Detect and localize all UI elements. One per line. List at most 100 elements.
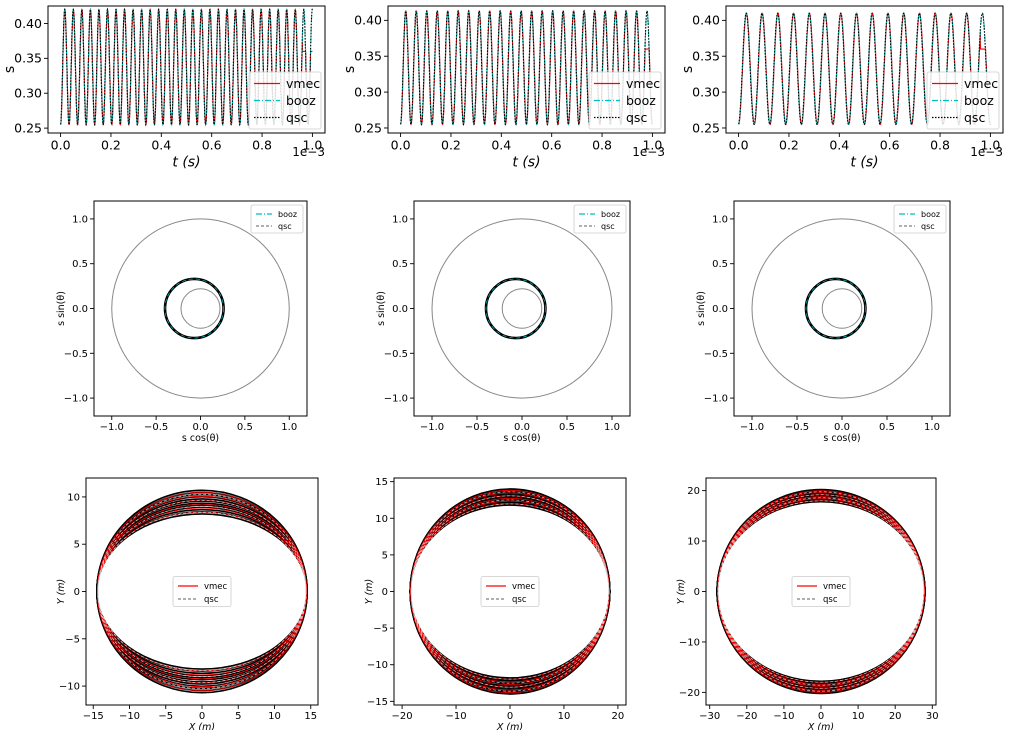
x-axis-label: t (s): [850, 155, 878, 171]
x-tick-label: −10: [773, 711, 794, 722]
panel-r3c3: −30 −20 −10 0 10 20 30 −20 −10 0 10 20 X (m) Y (m) vme…: [676, 477, 939, 733]
legend-label-qsc: qsc: [626, 110, 647, 125]
x-tick-label: 0.0: [193, 422, 209, 433]
panel-r3c1: −15 −10 −5 0 5 10 15 −10 −5 0 5 10 X (m) Y (m) vmec qsc: [56, 477, 319, 733]
plot-area: [96, 489, 308, 694]
legend-label-booz: booz: [278, 210, 297, 219]
y-tick-label: 0.35: [14, 51, 42, 66]
y-tick-label: 0.40: [14, 16, 42, 31]
plot-area: [716, 488, 926, 695]
legend: vmec qsc: [791, 576, 851, 607]
x-tick-label: −15: [83, 711, 104, 722]
x-tick-label: 0.4: [151, 138, 171, 153]
plot-area: [751, 218, 933, 399]
y-tick-label: −5: [373, 624, 388, 635]
y-axis-label: s: [2, 66, 18, 73]
y-tick-label: 20: [687, 486, 700, 497]
orbit-ring-black: [716, 488, 926, 695]
legend-box: [926, 71, 1000, 130]
y-tick-label: 0.30: [354, 84, 382, 99]
x-tick-label: 1.0: [281, 422, 297, 433]
series-line-qsc: [738, 12, 991, 126]
orbit-ring-black: [96, 489, 308, 694]
y-tick-label: 1.0: [392, 214, 408, 225]
y-tick-label: 0: [74, 587, 80, 598]
x-tick-label: 0.5: [559, 422, 575, 433]
orbit-booz: [485, 278, 546, 339]
x-tick-label: 0: [507, 711, 513, 722]
legend-label-vmec: vmec: [823, 582, 847, 592]
axes-frame: [47, 5, 326, 134]
plot-area: [431, 218, 613, 399]
x-axis-label: X (m): [496, 722, 523, 730]
panel-r2c2: −1.0 −0.5 0.0 0.5 1.0 −1.0 −0.5 0.0 0.5 1.0 s cos(…: [376, 200, 631, 444]
y-tick-label: −1.0: [384, 394, 408, 405]
y-axis-label: Y (m): [676, 579, 687, 605]
legend-label-booz: booz: [286, 93, 316, 108]
x-tick-label: 0.6: [542, 138, 562, 153]
y-tick-label: 0.40: [354, 13, 382, 28]
legend-label-qsc: qsc: [921, 222, 935, 231]
x-tick-label: −0.5: [465, 422, 489, 433]
legend-label-vmec: vmec: [512, 582, 536, 592]
y-tick-label: 10: [375, 514, 388, 525]
legend: booz qsc: [250, 204, 304, 234]
x-tick-label: 5: [235, 711, 241, 722]
axis-offset-text: 1e−3: [632, 145, 665, 159]
x-tick-label: 1.0: [604, 422, 620, 433]
legend-label-vmec: vmec: [286, 76, 320, 91]
x-tick-label: 0.8: [930, 138, 950, 153]
orbit-ring-black: [409, 488, 611, 695]
y-tick-label: 10: [67, 492, 80, 503]
x-tick-label: 1.0: [302, 138, 322, 153]
y-tick-label: 0.35: [692, 49, 720, 64]
axes-frame: [387, 5, 666, 134]
y-tick-label: −10: [367, 660, 388, 671]
y-tick-label: 0.0: [712, 304, 728, 315]
legend: vmec qsc: [172, 576, 232, 607]
x-axis-label: X (m): [188, 722, 215, 730]
x-tick-label: 0.0: [51, 138, 71, 153]
y-tick-label: 1.0: [72, 214, 88, 225]
x-tick-label: 0: [199, 711, 205, 722]
axis-offset-text: 1e−3: [970, 145, 1003, 159]
y-tick-label: −1.0: [704, 394, 728, 405]
plot-area: [60, 7, 313, 127]
y-tick-label: 0.25: [14, 120, 42, 135]
y-tick-label: 0.5: [392, 259, 408, 270]
axis-offset-text: 1e−3: [292, 145, 325, 159]
x-tick-label: 0.0: [391, 138, 411, 153]
legend-label-booz: booz: [626, 93, 656, 108]
legend-label-qsc: qsc: [964, 110, 985, 125]
panel-r2c3: −1.0 −0.5 0.0 0.5 1.0 −1.0 −0.5 0.0 0.5 1.0 s cos(…: [696, 200, 951, 444]
y-tick-label: 0.25: [692, 120, 720, 135]
legend-label-booz: booz: [964, 93, 994, 108]
x-tick-label: 30: [926, 711, 939, 722]
x-tick-label: −10: [119, 711, 140, 722]
y-tick-label: −0.5: [704, 349, 728, 360]
y-tick-label: 0.5: [712, 259, 728, 270]
x-tick-label: 1.0: [642, 138, 662, 153]
boundary-circle: [431, 218, 613, 399]
y-tick-label: 0: [382, 587, 388, 598]
legend-label-qsc: qsc: [286, 110, 307, 125]
y-tick-label: 0.30: [692, 84, 720, 99]
x-tick-label: 0.8: [592, 138, 612, 153]
x-axis-label: s cos(θ): [823, 433, 860, 444]
x-tick-label: −1.0: [740, 422, 764, 433]
panel-r1c3: 0.0 0.2 0.4 0.6 0.8 1.0 0.25 0.30 0.35 0.40 t (s) s…: [680, 5, 1004, 171]
x-tick-label: 10: [268, 711, 281, 722]
y-tick-label: 0.35: [354, 49, 382, 64]
orbit-ring-vmec: [410, 489, 610, 694]
legend-box: [791, 576, 851, 607]
legend: vmec booz qsc: [926, 71, 1000, 130]
series-line-qsc: [60, 7, 313, 127]
plot-area: [409, 488, 611, 695]
x-tick-label: −10: [445, 711, 466, 722]
x-tick-label: 0.6: [202, 138, 222, 153]
x-tick-label: 1.0: [980, 138, 1000, 153]
y-tick-label: 5: [382, 550, 388, 561]
x-tick-label: 0: [818, 711, 824, 722]
y-tick-label: −10: [679, 637, 700, 648]
legend-box: [588, 71, 662, 130]
